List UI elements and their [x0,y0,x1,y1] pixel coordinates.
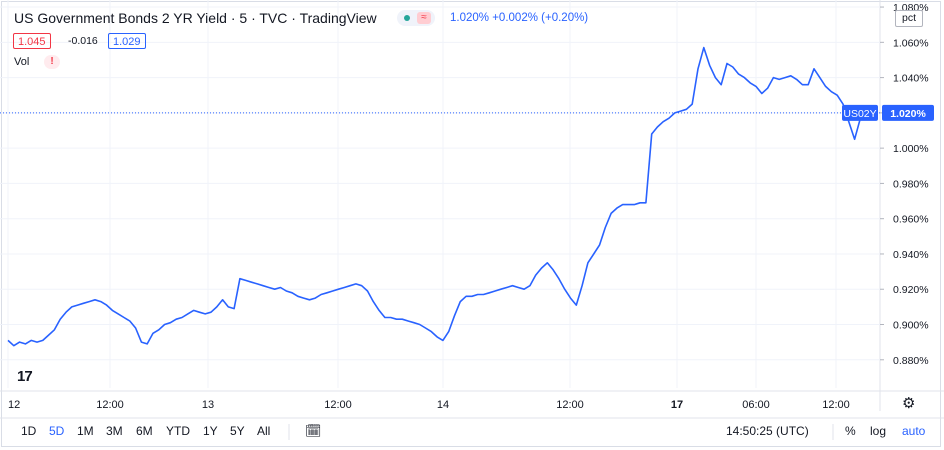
tradingview-logo[interactable]: 17 [17,368,33,385]
range-5d-button[interactable]: 5D [49,424,65,438]
market-status-pill[interactable]: ≈ [397,10,435,26]
ohlc-high-box: 1.045 [13,33,51,49]
range-1m-button[interactable]: 1M [77,424,94,438]
bottom-toolbar: 1D 5D 1M 3M 6M YTD 1Y 5Y All [0,418,944,446]
gear-icon[interactable]: ⚙ [902,395,916,412]
x-tick-label: 13 [202,399,214,411]
x-tick-label: 12 [8,399,20,411]
range-all-button[interactable]: All [257,424,271,438]
data-status-icon: ≈ [417,12,431,24]
y-tick-label: 0.920% [893,284,929,296]
symbol-tag-bg [842,104,878,121]
range-1d-button[interactable]: 1D [21,424,37,438]
chart-title: US Government Bonds 2 YR Yield · 5 · TVC… [14,10,377,26]
series-line [7,46,873,347]
volume-label[interactable]: Vol [14,56,30,68]
last-value-tag-bg [882,104,934,121]
range-3m-button[interactable]: 3M [106,424,123,438]
range-1y-button[interactable]: 1Y [203,424,218,438]
y-tick-label: 0.980% [893,178,929,190]
ohlc-change: -0.016 [68,35,98,47]
x-tick-label: 06:00 [742,399,770,411]
auto-scale-button[interactable]: auto [902,424,926,438]
price-unit-button[interactable]: pct [895,10,923,27]
header-change: +0.002% [492,12,538,24]
x-tick-label: 12:00 [556,399,584,411]
header-change-pct: (+0.20%) [541,12,589,24]
ohlc-low-box: 1.029 [108,33,146,49]
symbol-tag: US02Y [843,108,876,120]
calendar-icon[interactable]: 🗓︎ [305,423,322,438]
utc-clock[interactable]: 14:50:25 (UTC) [726,424,809,438]
x-tick-label: 17 [671,399,683,411]
y-tick-label: 1.040% [893,73,929,85]
range-ytd-button[interactable]: YTD [166,424,190,438]
x-tick-label: 12:00 [822,399,850,411]
range-5y-button[interactable]: 5Y [230,424,245,438]
range-6m-button[interactable]: 6M [136,424,153,438]
percent-scale-button[interactable]: % [845,424,856,438]
header-last: 1.020% [450,12,490,24]
y-tick-label: 1.000% [893,143,929,155]
last-value-tag: 1.020% [890,108,926,120]
x-tick-label: 14 [437,399,449,411]
y-tick-label: 0.960% [893,214,929,226]
log-scale-button[interactable]: log [870,424,887,438]
volume-warning-icon[interactable]: ! [44,55,60,69]
x-tick-label: 12:00 [96,399,124,411]
y-tick-label: 0.900% [893,320,929,332]
y-tick-label: 0.940% [893,249,929,261]
y-tick-label: 0.880% [893,355,929,367]
market-open-dot [404,15,410,21]
x-tick-label: 12:00 [324,399,352,411]
header-last-values: 1.020% +0.002% (+0.20%) [450,12,588,24]
y-tick-label: 1.060% [893,37,929,49]
